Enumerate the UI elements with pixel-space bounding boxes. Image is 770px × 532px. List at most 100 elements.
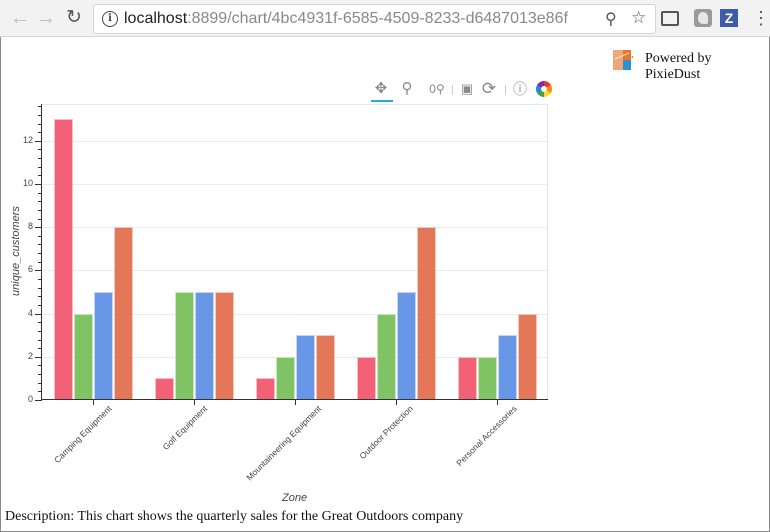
- bar-outdoor-protection-2[interactable]: [376, 313, 396, 400]
- y-minor-tick: [38, 279, 41, 281]
- y-tick-label: 0: [27, 394, 33, 404]
- url-text[interactable]: localhost:8899/chart/4bc4931f-6585-4509-…: [124, 10, 568, 27]
- pan-tool-icon[interactable]: ✥: [370, 79, 393, 102]
- wheel-zoom-tool-icon[interactable]: 0⚲: [429, 82, 445, 96]
- chart-description: Description: This chart shows the quarte…: [5, 509, 464, 524]
- back-button[interactable]: ←: [10, 7, 30, 29]
- y-minor-tick: [38, 166, 41, 168]
- y-minor-tick: [38, 175, 41, 177]
- zotero-icon[interactable]: Z: [720, 9, 738, 27]
- y-minor-tick: [38, 339, 41, 341]
- y-minor-tick: [38, 391, 41, 393]
- y-minor-tick: [38, 348, 41, 350]
- y-major-tick: [35, 227, 41, 229]
- y-major-tick: [35, 270, 41, 272]
- y-minor-tick: [38, 261, 41, 263]
- gridline: [42, 270, 547, 272]
- y-minor-tick: [38, 209, 41, 211]
- bar-camping-equipment-3[interactable]: [93, 292, 113, 400]
- x-tick: [194, 400, 195, 405]
- y-tick-label: 12: [22, 134, 33, 145]
- info-icon[interactable]: i: [102, 11, 118, 27]
- address-bar[interactable]: i localhost:8899/chart/4bc4931f-6585-450…: [93, 4, 656, 34]
- forward-button[interactable]: →: [36, 7, 56, 29]
- y-minor-tick: [38, 253, 41, 255]
- y-minor-tick: [38, 158, 41, 160]
- browser-menu-icon[interactable]: ⋮: [752, 8, 770, 28]
- x-tick: [497, 400, 498, 405]
- zoom-magnifier-icon[interactable]: ⚲: [605, 11, 617, 28]
- x-tick: [93, 400, 94, 405]
- reload-button[interactable]: ↻: [66, 7, 82, 28]
- y-major-tick: [35, 356, 41, 358]
- y-major-tick: [35, 400, 41, 401]
- save-tool-icon[interactable]: ▣: [460, 81, 474, 96]
- bar-camping-equipment-4[interactable]: [113, 227, 133, 400]
- y-tick-label: 6: [27, 264, 33, 275]
- y-axis: [41, 104, 42, 401]
- y-minor-tick: [38, 106, 41, 108]
- gridline: [42, 356, 547, 358]
- bar-camping-equipment-2[interactable]: [73, 313, 93, 400]
- y-minor-tick: [38, 218, 41, 220]
- y-minor-tick: [38, 149, 41, 151]
- box-zoom-tool-icon[interactable]: ⚲: [401, 80, 413, 97]
- gridline: [42, 227, 547, 229]
- ghostery-icon[interactable]: [694, 9, 712, 27]
- y-minor-tick: [38, 201, 41, 203]
- y-minor-tick: [38, 123, 41, 125]
- y-major-tick: [35, 184, 41, 185]
- bar-mountaineering-equipment-2[interactable]: [275, 356, 295, 400]
- bar-personal-accessories-4[interactable]: [517, 313, 537, 400]
- plot-area[interactable]: [42, 104, 548, 401]
- y-minor-tick: [38, 365, 41, 367]
- bokeh-logo-icon[interactable]: [536, 81, 552, 97]
- cast-icon[interactable]: [661, 11, 679, 26]
- bookmark-star-icon[interactable]: ☆: [631, 8, 647, 27]
- bar-mountaineering-equipment-1[interactable]: [255, 378, 275, 400]
- browser-toolbar: ← → ↻ i localhost:8899/chart/4bc4931f-65…: [0, 0, 770, 37]
- y-major-tick: [35, 313, 41, 315]
- y-minor-tick: [38, 132, 41, 134]
- bar-personal-accessories-3[interactable]: [497, 335, 517, 400]
- y-tick-label: 10: [22, 178, 33, 188]
- gridline: [42, 313, 547, 315]
- y-minor-tick: [38, 244, 41, 246]
- y-minor-tick: [38, 235, 41, 237]
- bar-mountaineering-equipment-4[interactable]: [315, 335, 335, 400]
- x-tick: [396, 400, 397, 405]
- y-tick-label: 4: [27, 307, 33, 318]
- bar-personal-accessories-2[interactable]: [477, 356, 497, 400]
- reset-tool-icon[interactable]: ⟳: [481, 79, 497, 98]
- y-minor-tick: [38, 287, 41, 289]
- gridline: [42, 140, 547, 142]
- powered-by-label: Powered by PixieDust: [645, 51, 712, 82]
- plot-frame: [42, 104, 548, 401]
- y-minor-tick: [38, 304, 41, 306]
- bar-outdoor-protection-1[interactable]: [356, 356, 376, 400]
- gridline: [42, 184, 547, 185]
- bar-personal-accessories-1[interactable]: [457, 356, 477, 400]
- y-minor-tick: [38, 330, 41, 332]
- bar-golf-equipment-3[interactable]: [194, 292, 214, 400]
- y-axis-title: unique_customers: [10, 206, 22, 296]
- x-axis-title: Zone: [282, 492, 308, 504]
- toolbar-divider: [505, 85, 506, 95]
- y-minor-tick: [38, 322, 41, 324]
- help-tool-icon[interactable]: ⓘ: [513, 81, 527, 97]
- bar-camping-equipment-1[interactable]: [53, 119, 73, 400]
- bar-outdoor-protection-4[interactable]: [416, 227, 436, 400]
- y-major-tick: [35, 140, 41, 142]
- y-minor-tick: [38, 374, 41, 376]
- y-minor-tick: [38, 296, 41, 298]
- bar-golf-equipment-1[interactable]: [154, 378, 174, 400]
- bar-outdoor-protection-3[interactable]: [396, 292, 416, 400]
- bar-golf-equipment-4[interactable]: [214, 292, 234, 400]
- toolbar-divider: [452, 85, 453, 95]
- bar-golf-equipment-2[interactable]: [174, 292, 194, 400]
- bar-mountaineering-equipment-3[interactable]: [295, 335, 315, 400]
- y-tick-label: 2: [27, 350, 33, 361]
- pixiedust-logo-icon: [613, 50, 633, 70]
- x-tick: [295, 400, 296, 405]
- x-axis: [41, 399, 548, 400]
